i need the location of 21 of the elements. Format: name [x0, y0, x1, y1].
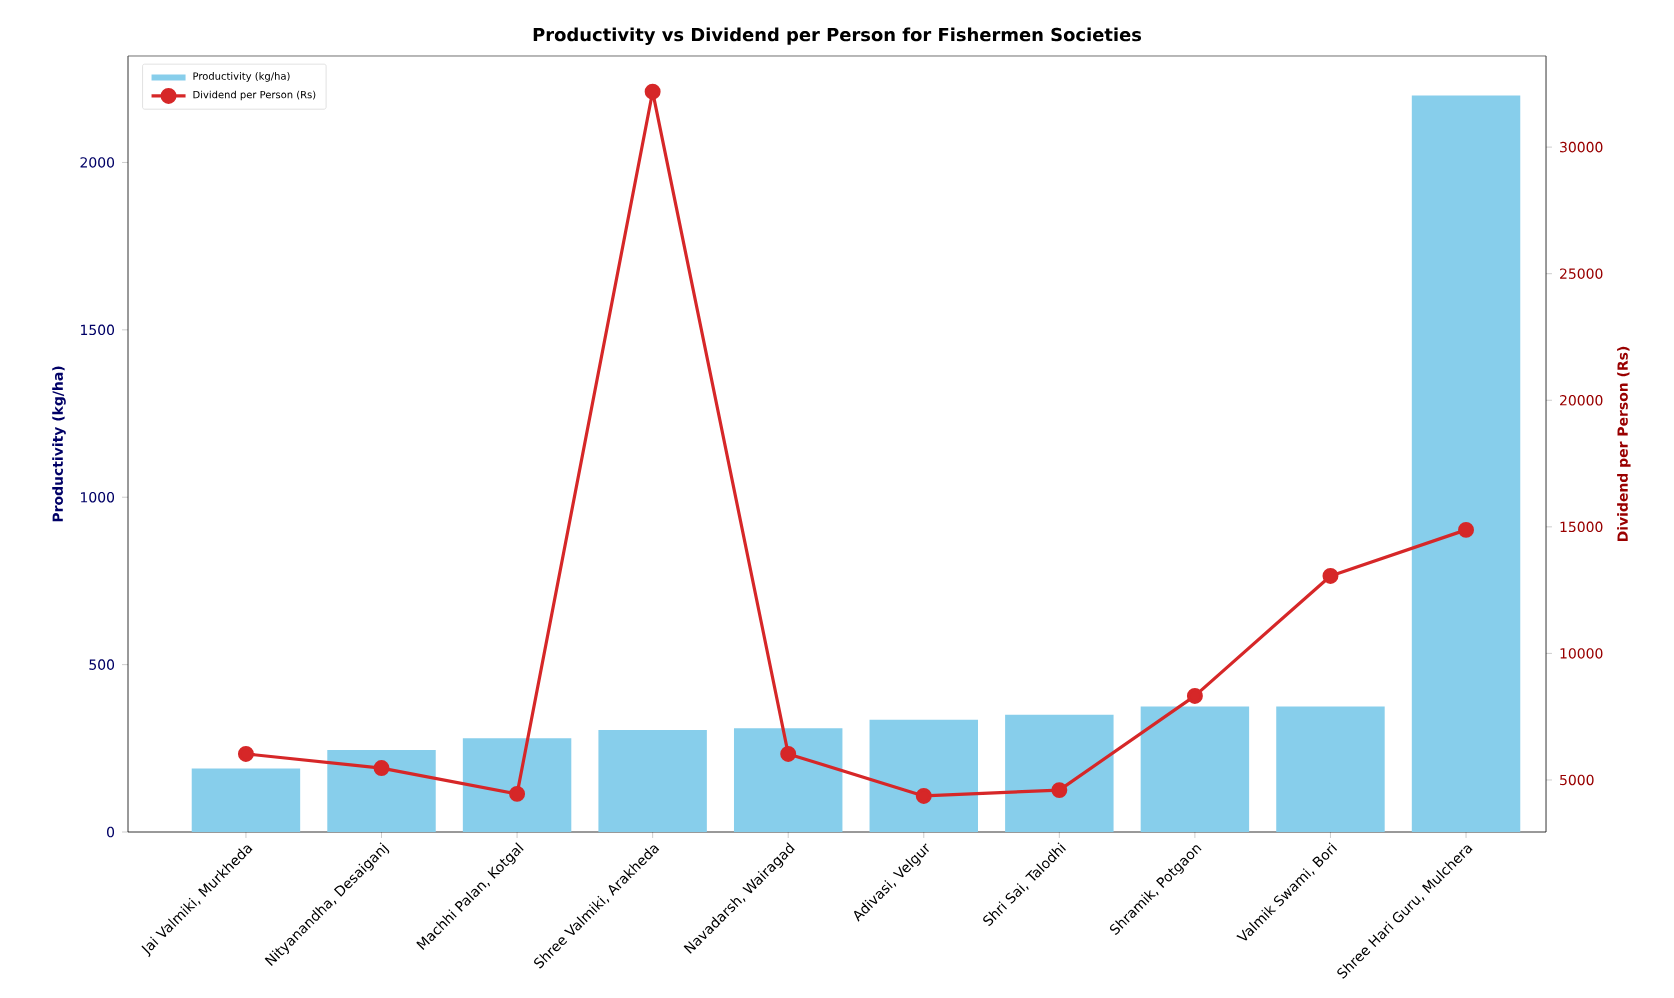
bar — [191, 768, 301, 832]
bar — [462, 738, 572, 832]
point — [915, 787, 932, 804]
point — [1458, 521, 1475, 538]
bar — [1005, 714, 1114, 832]
chart-title: Productivity vs Dividend per Person for Fishermen Societies — [533, 27, 1142, 45]
point — [509, 785, 526, 802]
point — [1051, 782, 1068, 799]
point — [644, 83, 661, 100]
bar — [733, 728, 843, 832]
bar — [327, 749, 436, 832]
point — [780, 745, 797, 762]
point — [1186, 687, 1203, 704]
bar — [1140, 706, 1250, 832]
bar — [1276, 706, 1385, 832]
point — [1322, 567, 1339, 584]
bar — [869, 719, 978, 832]
point — [373, 760, 390, 777]
bar — [598, 729, 707, 832]
point — [237, 745, 254, 762]
bar — [1411, 95, 1521, 832]
